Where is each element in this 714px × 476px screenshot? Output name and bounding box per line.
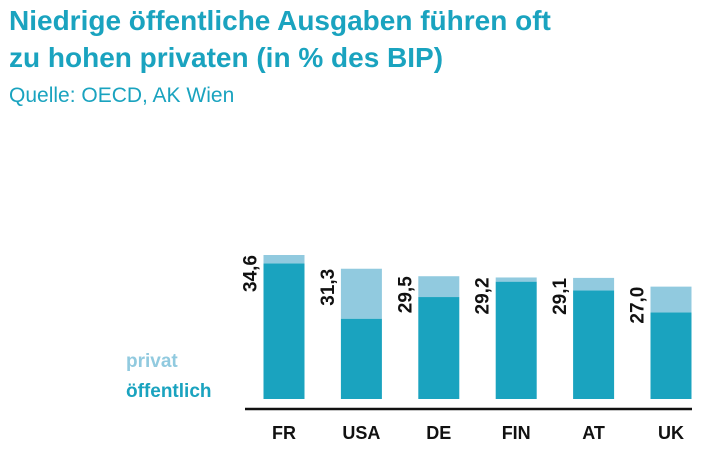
- bar-privat-at: [573, 277, 615, 291]
- chart-source: Quelle: OECD, AK Wien: [9, 84, 235, 107]
- data-label-fin: 29,2: [473, 277, 494, 314]
- bar-oeffentlich-de: [418, 297, 460, 399]
- data-label-at: 29,1: [550, 277, 571, 314]
- x-tick-label-fr: FR: [272, 423, 296, 443]
- bar-oeffentlich-usa: [340, 318, 382, 399]
- bars-group: 34,6 FR 31,3 USA 29,5 DE 29,2 FIN 29,1 AT 27,0 UK: [241, 255, 692, 443]
- legend-item-privat: privat: [126, 351, 178, 372]
- chart-title: Niedrige öffentliche Ausgaben führen oft…: [9, 2, 709, 76]
- x-tick-label-usa: USA: [342, 423, 380, 443]
- bar-oeffentlich-at: [573, 290, 615, 399]
- bar-oeffentlich-fr: [263, 263, 305, 399]
- bar-privat-de: [418, 276, 460, 298]
- title-line-2: zu hohen privaten (in % des BIP): [9, 42, 444, 73]
- x-tick-label-de: DE: [426, 423, 451, 443]
- data-label-uk: 27,0: [628, 287, 649, 324]
- x-tick-label-fin: FIN: [502, 423, 531, 443]
- data-label-fr: 34,6: [241, 255, 262, 292]
- legend: privat öffentlich: [126, 347, 212, 407]
- bar-privat-fr: [263, 255, 305, 264]
- data-label-usa: 31,3: [318, 269, 339, 306]
- bar-privat-usa: [340, 268, 382, 319]
- x-tick-label-uk: UK: [658, 423, 684, 443]
- legend-item-oeffentlich: öffentlich: [126, 381, 212, 402]
- bar-privat-fin: [495, 277, 537, 282]
- bar-oeffentlich-uk: [650, 312, 692, 399]
- bar-oeffentlich-fin: [495, 281, 537, 399]
- title-line-1: Niedrige öffentliche Ausgaben führen oft: [9, 5, 551, 36]
- data-label-de: 29,5: [395, 276, 416, 313]
- x-tick-label-at: AT: [582, 423, 605, 443]
- bar-privat-uk: [650, 286, 692, 313]
